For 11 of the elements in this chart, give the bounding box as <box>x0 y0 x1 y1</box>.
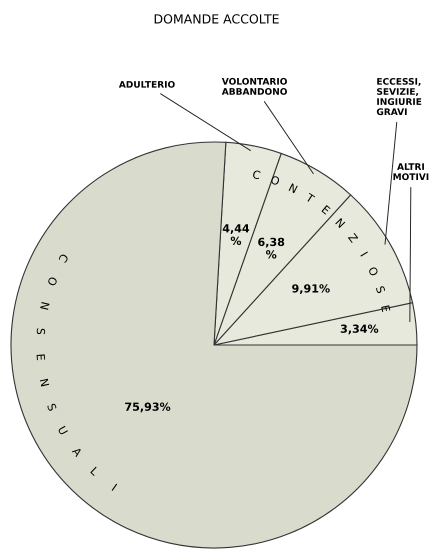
slice-label: ADULTERIO <box>118 80 175 88</box>
slice-label: ALTRI MOTIVI <box>393 163 428 180</box>
data-label: 4,44 % <box>222 224 250 245</box>
slice-label: VOLONTARIO ABBANDONO <box>222 78 287 95</box>
data-label: 75,93% <box>125 402 170 412</box>
slice-label: ECCESSI, SEVIZIE, INGIURIE GRAVI <box>376 78 422 116</box>
text: CONSENSUALI <box>36 253 118 491</box>
chart-title: DOMANDE ACCOLTE <box>154 14 279 24</box>
data-label: 9,91% <box>292 284 330 294</box>
data-label: 6,38 % <box>258 238 284 259</box>
data-label: 3,34% <box>340 324 378 334</box>
